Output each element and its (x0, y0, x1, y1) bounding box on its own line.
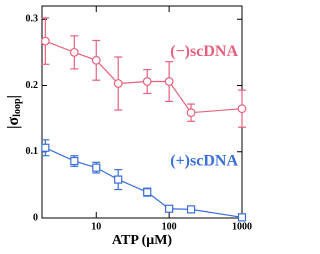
y-label-part: | (5, 95, 22, 99)
chart: ATP (μM) |σloop| 0 0.1 0.2 0.3 10 100 1000 (−)s… (5, 5, 252, 248)
series-label: (+)scDNA (170, 152, 238, 169)
marker (165, 204, 174, 213)
x-tick-label: 10 (91, 221, 101, 232)
y-axis-label: |σloop| (5, 95, 24, 129)
x-tick-label: 1000 (232, 221, 252, 232)
marker (186, 205, 196, 214)
x-axis-label: ATP (μM) (112, 233, 173, 248)
y-tick-label: 0.3 (26, 14, 39, 25)
marker (91, 55, 101, 65)
marker (92, 163, 101, 172)
y-tick-label: 0.2 (26, 80, 39, 91)
marker (114, 175, 123, 184)
marker (142, 77, 152, 86)
marker (113, 79, 123, 88)
marker (237, 213, 247, 222)
marker (164, 77, 174, 86)
y-label-part: |σ (5, 117, 22, 130)
marker (186, 108, 196, 118)
x-tick-label: 100 (162, 221, 177, 232)
marker (237, 104, 247, 114)
plot-frame (41, 5, 243, 219)
marker (41, 143, 50, 152)
y-label-sub: loop (12, 98, 23, 117)
marker (143, 188, 152, 197)
marker (40, 36, 50, 46)
marker (69, 47, 79, 57)
y-tick-label: 0.1 (26, 146, 39, 157)
series-label: (−)scDNA (170, 43, 238, 60)
y-tick-label: 0 (33, 212, 38, 223)
marker (70, 156, 79, 166)
